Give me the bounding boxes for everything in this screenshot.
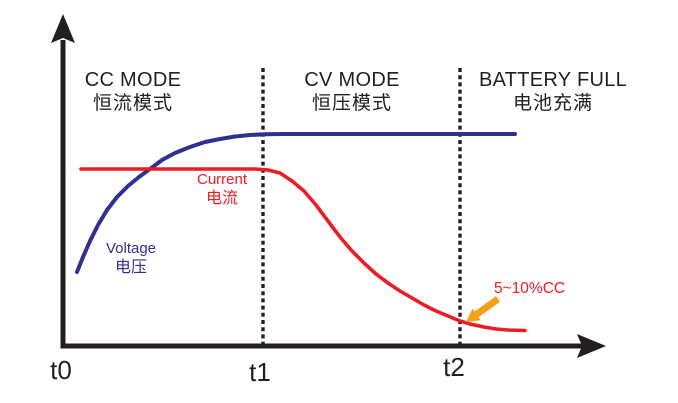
phase-label-battery-full-en: BATTERY FULL [478,69,628,91]
x-tick-t2: t2 [443,352,465,382]
x-axis-arrowhead-icon [577,334,606,358]
current-series-label: Current 电流 [172,170,272,209]
y-axis-arrowhead-icon [51,14,75,43]
phase-label-cc-mode: CC MODE 恒流模式 [63,68,203,116]
current-curve [79,167,527,333]
voltage-series-label-zh: 电压 [114,259,147,276]
phase-label-battery-full-zh: 电池充满 [512,93,593,114]
phase-label-cv-mode: CV MODE 恒压模式 [282,68,422,116]
phase-label-cv-mode-zh: 恒压模式 [311,93,392,114]
phase-label-battery-full: BATTERY FULL 电池充满 [470,68,636,116]
current-series-label-en: Current [196,171,248,188]
annotation-label: 5~10%CC [494,280,566,297]
annotation-arrow-head-icon [466,308,481,322]
phase-label-cv-mode-en: CV MODE [304,69,400,91]
x-tick-t1: t1 [249,357,271,387]
voltage-series-label-en: Voltage [105,240,157,257]
phase-label-cc-mode-zh: 恒流模式 [92,93,173,114]
voltage-series-label: Voltage 电压 [81,239,181,278]
voltage-curve [75,132,517,274]
x-tick-t0: t0 [50,355,72,385]
annotation-arrow-shaft [472,296,501,319]
current-series-label-zh: 电流 [205,190,238,207]
annotation-arrow-icon [466,296,501,322]
phase-label-cc-mode-en: CC MODE [84,69,182,91]
